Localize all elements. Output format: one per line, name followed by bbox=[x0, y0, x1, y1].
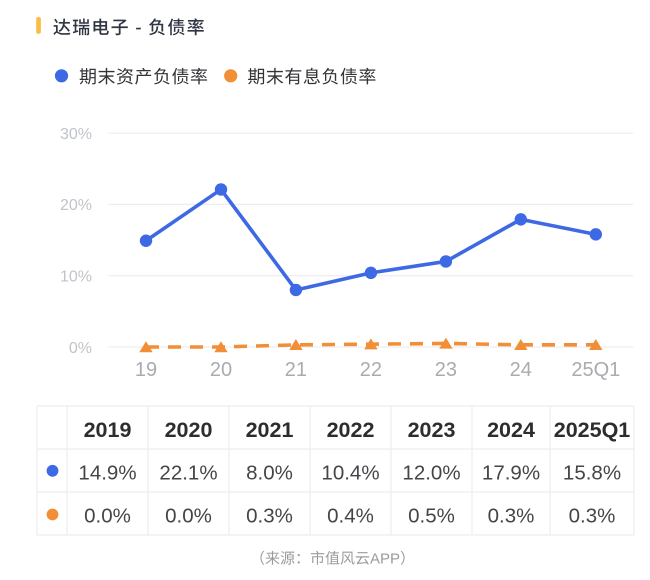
svg-text:0.4%: 0.4% bbox=[327, 505, 374, 528]
svg-text:8.0%: 8.0% bbox=[246, 462, 293, 485]
svg-text:0.5%: 0.5% bbox=[408, 505, 455, 528]
svg-text:10%: 10% bbox=[60, 269, 92, 286]
svg-text:20%: 20% bbox=[60, 197, 92, 214]
svg-text:15.8%: 15.8% bbox=[563, 462, 621, 485]
svg-text:2019: 2019 bbox=[84, 418, 132, 442]
svg-text:19: 19 bbox=[135, 359, 157, 381]
svg-text:2022: 2022 bbox=[327, 418, 375, 442]
svg-text:0.3%: 0.3% bbox=[488, 505, 535, 528]
svg-text:10.4%: 10.4% bbox=[321, 462, 379, 485]
svg-text:17.9%: 17.9% bbox=[482, 462, 540, 485]
svg-text:APP: APP bbox=[370, 551, 400, 568]
svg-text:0%: 0% bbox=[69, 340, 92, 357]
svg-text:30%: 30% bbox=[60, 126, 92, 143]
svg-text:22.1%: 22.1% bbox=[159, 462, 217, 485]
svg-text:24: 24 bbox=[510, 359, 532, 381]
svg-text:21: 21 bbox=[285, 359, 307, 381]
svg-text:23: 23 bbox=[435, 359, 457, 381]
svg-text:25Q1: 25Q1 bbox=[571, 359, 620, 381]
svg-text:22: 22 bbox=[360, 359, 382, 381]
svg-text:0.0%: 0.0% bbox=[84, 505, 131, 528]
svg-text:12.0%: 12.0% bbox=[402, 462, 460, 485]
svg-text:2025Q1: 2025Q1 bbox=[554, 418, 631, 442]
svg-text:0.0%: 0.0% bbox=[165, 505, 212, 528]
svg-text:20: 20 bbox=[210, 359, 232, 381]
svg-text:0.3%: 0.3% bbox=[569, 505, 616, 528]
svg-text:2024: 2024 bbox=[487, 418, 535, 442]
svg-text:2023: 2023 bbox=[408, 418, 456, 442]
svg-text:2020: 2020 bbox=[165, 418, 213, 442]
svg-text:2021: 2021 bbox=[246, 418, 294, 442]
svg-text:0.3%: 0.3% bbox=[246, 505, 293, 528]
svg-text:14.9%: 14.9% bbox=[78, 462, 136, 485]
